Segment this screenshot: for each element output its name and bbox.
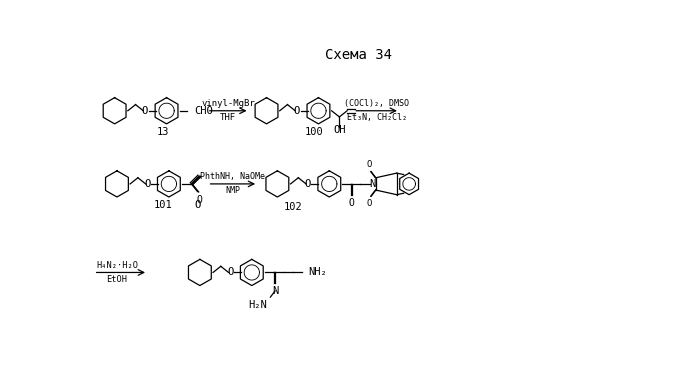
- Text: O: O: [141, 106, 148, 116]
- Text: H₂N: H₂N: [248, 300, 267, 310]
- Text: O: O: [195, 200, 201, 210]
- Text: EtOH: EtOH: [106, 275, 127, 284]
- Text: H₄N₂·H₂O: H₄N₂·H₂O: [96, 261, 138, 270]
- Text: O: O: [304, 179, 311, 189]
- Text: 102: 102: [284, 202, 302, 212]
- Text: O: O: [293, 106, 300, 116]
- Text: CHO: CHO: [195, 106, 214, 116]
- Text: O: O: [367, 199, 372, 207]
- Text: NMP: NMP: [225, 186, 240, 195]
- Text: O: O: [349, 198, 355, 208]
- Text: 101: 101: [153, 200, 172, 210]
- Text: 13: 13: [156, 127, 169, 137]
- Text: N: N: [370, 179, 376, 189]
- Text: O: O: [196, 195, 202, 205]
- Text: vinyl-MgBr: vinyl-MgBr: [202, 99, 255, 108]
- Text: (COCl)₂, DMSO: (COCl)₂, DMSO: [344, 99, 409, 108]
- Text: 100: 100: [305, 127, 324, 137]
- Text: PhthNH, NaOMe: PhthNH, NaOMe: [200, 172, 265, 182]
- Text: THF: THF: [220, 113, 236, 122]
- Text: O: O: [227, 268, 233, 278]
- Text: O: O: [144, 179, 150, 189]
- Text: O: O: [367, 160, 372, 169]
- Text: Et₃N, CH₂Cl₂: Et₃N, CH₂Cl₂: [346, 113, 407, 122]
- Text: N: N: [272, 286, 278, 296]
- Text: Схема 34: Схема 34: [326, 48, 392, 61]
- Text: OH: OH: [333, 125, 346, 135]
- Text: NH₂: NH₂: [309, 268, 327, 278]
